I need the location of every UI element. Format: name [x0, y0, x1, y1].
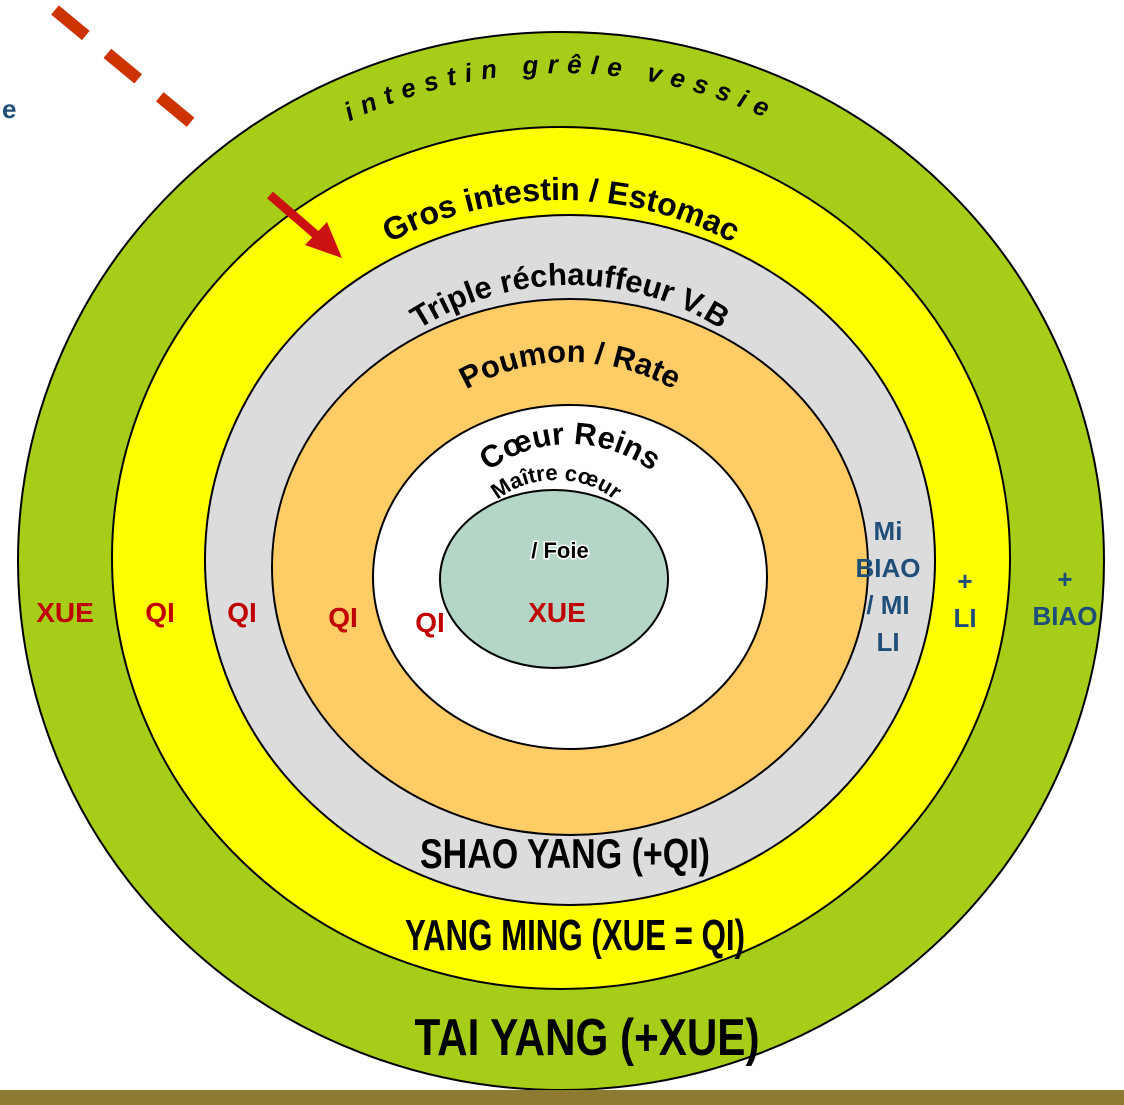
bottom-label: TAI YANG (+XUE): [415, 1009, 760, 1067]
footer-bar: [0, 1090, 1124, 1105]
dashed-line: [51, 5, 204, 135]
side-label: QI: [415, 607, 445, 638]
bottom-label: SHAO YANG (+QI): [420, 830, 710, 877]
right-label: +: [1057, 564, 1072, 594]
right-label: LI: [953, 603, 976, 633]
bottom-labels: SHAO YANG (+QI) YANG MING (XUE = QI) TAI Y…: [405, 830, 760, 1067]
core: [439, 489, 669, 669]
side-label: QI: [328, 602, 358, 633]
side-label: QI: [145, 597, 175, 628]
right-label: +: [957, 566, 972, 596]
side-label: XUE: [36, 597, 94, 628]
right-label: BIAO: [1033, 601, 1098, 631]
side-label: XUE: [528, 597, 586, 628]
right-label: / MI: [866, 590, 909, 620]
bottom-label: YANG MING (XUE = QI): [405, 911, 745, 960]
ring-label: / Foie: [531, 538, 588, 563]
right-label: BIAO: [856, 553, 921, 583]
right-labels: Mi BIAO / MI LI + LI + BIAO: [856, 516, 1098, 657]
right-label: LI: [876, 627, 899, 657]
side-label: QI: [227, 597, 257, 628]
right-label: Mi: [874, 516, 903, 546]
side-labels: XUE QI QI QI QI XUE: [36, 597, 586, 638]
arrow-head: [305, 222, 342, 258]
arrow: [267, 191, 325, 244]
partial-text: e: [2, 94, 16, 124]
